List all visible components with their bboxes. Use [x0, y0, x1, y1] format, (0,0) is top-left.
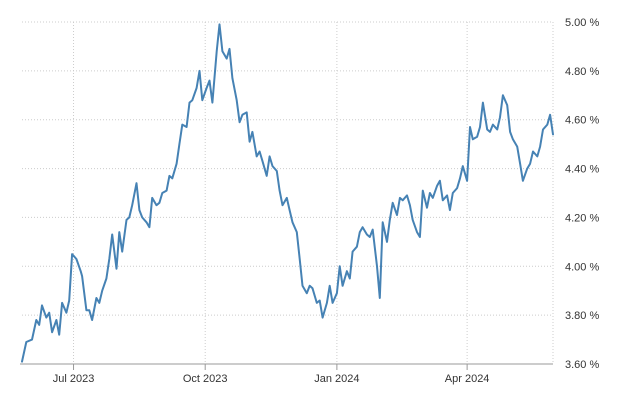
y-tick-label: 4.80 %: [565, 66, 599, 78]
x-tick-label: Apr 2024: [445, 373, 490, 385]
tick-labels: 3.60 % 3.80 % 4.00 % 4.20 % 4.40 % 4.60 % 4.80…: [53, 17, 600, 385]
x-tick-label: Jan 2024: [314, 373, 359, 385]
x-tick-label: Jul 2023: [53, 373, 95, 385]
series-layer: [21, 23, 554, 363]
y-tick-label: 4.60 %: [565, 115, 599, 127]
y-tick-label: 3.80 %: [565, 310, 599, 322]
axes: [20, 363, 553, 370]
y-tick-label: 3.60 %: [565, 359, 599, 371]
y-tick-label: 5.00 %: [565, 17, 599, 29]
series-line-0: [21, 23, 554, 363]
y-tick-label: 4.20 %: [565, 212, 599, 224]
grid: [22, 21, 554, 364]
x-tick-label: Oct 2023: [183, 373, 228, 385]
y-tick-label: 4.40 %: [565, 164, 599, 176]
y-tick-label: 4.00 %: [565, 261, 599, 273]
